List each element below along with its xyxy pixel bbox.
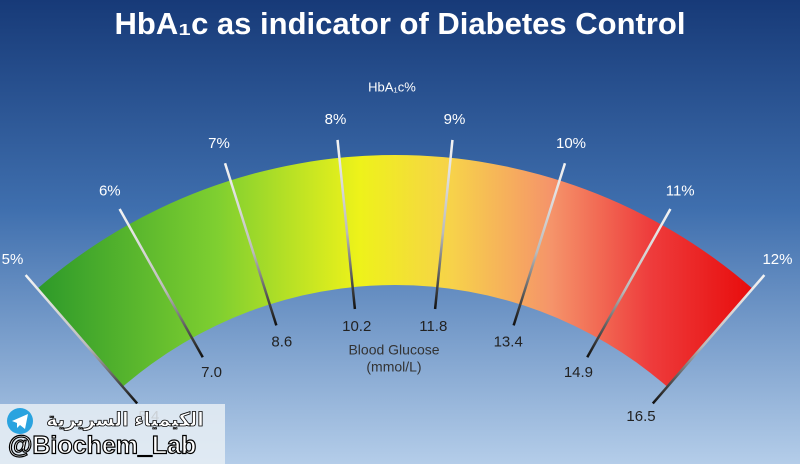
telegram-plane	[12, 414, 28, 429]
hba1c-label: 9%	[444, 111, 466, 128]
hba1c-label: 11%	[666, 182, 695, 199]
glucose-label: 8.6	[271, 333, 292, 350]
tick-line	[651, 274, 766, 405]
glucose-label: 11.8	[419, 318, 447, 335]
tick-line	[586, 208, 672, 358]
hba1c-label: 5%	[2, 251, 24, 268]
hba1c-label: 8%	[325, 111, 347, 128]
watermark-handle: @Biochem_Lab	[8, 432, 196, 460]
glucose-label: 16.5	[626, 408, 655, 425]
watermark-arabic: الكيمياء السريرية	[46, 410, 203, 431]
tick-line	[24, 274, 139, 405]
hba1c-label: 12%	[762, 251, 792, 268]
title: HbA₁c as indicator of Diabetes Control	[115, 6, 686, 41]
hba1c-label: 7%	[208, 135, 230, 152]
gauge-band	[37, 155, 753, 387]
tick-line	[433, 139, 454, 310]
top-label: HbA₁c%	[368, 79, 416, 94]
tick-line	[336, 139, 357, 310]
bottom-label: Blood Glucose	[348, 342, 439, 358]
ticks: 5%5.46%7.07%8.68%10.29%11.810%13.411%14.…	[2, 111, 793, 425]
hba1c-label: 10%	[556, 135, 586, 152]
tick-line	[512, 162, 567, 326]
glucose-label: 7.0	[201, 364, 222, 381]
tick-line	[118, 208, 204, 358]
glucose-label: 13.4	[494, 333, 523, 350]
watermark-bg	[0, 404, 225, 464]
bottom-label-unit: (mmol/L)	[366, 359, 421, 375]
glucose-label: 10.2	[342, 318, 371, 335]
glucose-label: 14.9	[564, 364, 593, 381]
hba1c-label: 6%	[99, 182, 121, 199]
watermark: الكيمياء السريرية @Biochem_Lab	[0, 404, 225, 464]
tick-line	[223, 162, 278, 326]
